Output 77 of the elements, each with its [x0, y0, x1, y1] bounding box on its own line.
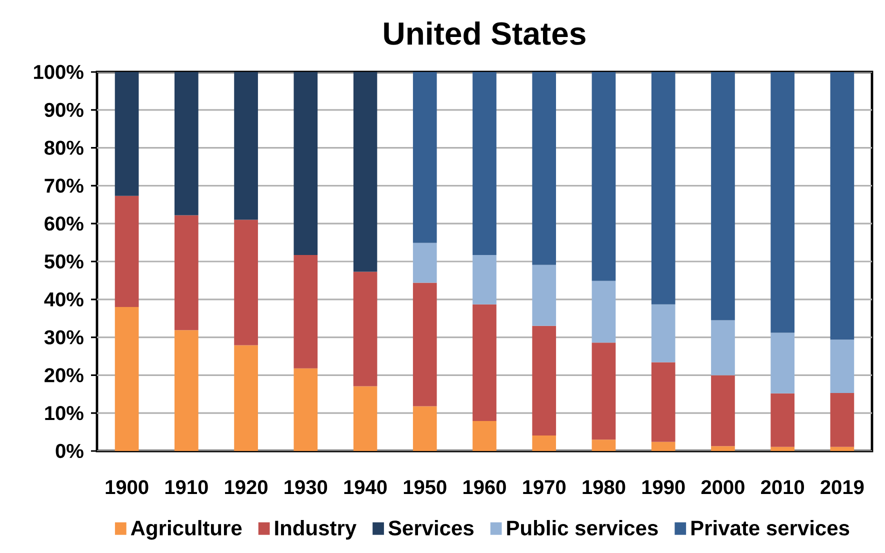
- y-tick-label: 80%: [44, 140, 84, 155]
- bar: [353, 386, 378, 451]
- bar: [711, 72, 735, 320]
- bar: [174, 215, 198, 330]
- y-tick-label: 70%: [44, 178, 84, 193]
- legend-label: Public services: [507, 520, 658, 536]
- bar: [353, 72, 378, 272]
- bar: [770, 446, 794, 451]
- bar: [830, 340, 854, 394]
- bar: [592, 280, 616, 343]
- bar: [353, 272, 378, 386]
- bar: [412, 282, 437, 406]
- y-tick-label: 60%: [44, 216, 84, 231]
- bar: [592, 440, 616, 451]
- y-tick-label: 90%: [44, 102, 84, 117]
- bar: [651, 72, 676, 304]
- x-tick-label: 2019: [820, 480, 864, 494]
- bar: [651, 304, 676, 362]
- bar: [651, 362, 676, 442]
- bar: [234, 345, 258, 451]
- legend-label: Private services: [691, 520, 850, 536]
- x-tick-label: 1960: [464, 480, 506, 494]
- bar: [234, 220, 258, 346]
- x-tick-label: 1990: [642, 480, 685, 494]
- bar: [830, 72, 854, 340]
- legend-label: Services: [388, 520, 474, 536]
- bar: [472, 255, 496, 304]
- legend-label: Industry: [275, 520, 356, 540]
- x-tick-label: 1910: [165, 480, 208, 494]
- bar: [174, 330, 198, 451]
- y-tick-label: 100%: [34, 64, 84, 80]
- y-tick-label: 30%: [44, 330, 84, 344]
- bar: [711, 320, 735, 376]
- chart-title: United States: [384, 21, 586, 45]
- y-tick-label: 40%: [44, 292, 84, 306]
- bar: [711, 446, 735, 451]
- bar: [472, 72, 496, 256]
- bar: [412, 406, 437, 451]
- y-tick-label: 50%: [44, 254, 84, 269]
- x-tick-label: 2010: [761, 480, 804, 494]
- bar: [294, 368, 318, 451]
- x-tick-label: 1940: [344, 480, 387, 494]
- x-tick-label: 1920: [225, 480, 268, 494]
- bar: [472, 304, 496, 422]
- bar: [234, 72, 258, 220]
- x-tick-label: 1900: [106, 480, 148, 494]
- y-tick-label: 0%: [56, 444, 84, 458]
- bar: [114, 306, 139, 451]
- bar: [472, 421, 496, 451]
- bar: [412, 242, 437, 283]
- bar: [294, 72, 318, 256]
- bar: [532, 264, 556, 326]
- y-tick-label: 10%: [45, 406, 84, 420]
- bar: [770, 72, 794, 333]
- bar: [830, 393, 854, 447]
- bar: [412, 72, 437, 243]
- x-tick-label: 1930: [284, 480, 328, 494]
- x-tick-label: 2000: [701, 480, 744, 494]
- bar: [830, 446, 854, 451]
- bar: [532, 435, 556, 451]
- bar: [770, 393, 794, 447]
- x-tick-label: 1950: [404, 480, 446, 494]
- bar: [114, 72, 139, 196]
- bar: [532, 326, 556, 436]
- x-tick-label: 1980: [582, 480, 626, 494]
- bar: [174, 72, 198, 216]
- bar: [592, 72, 616, 281]
- legend-label: Agriculture: [130, 520, 242, 540]
- bar: [592, 342, 616, 440]
- y-tick-label: 20%: [44, 368, 84, 382]
- bar: [532, 72, 556, 265]
- bar: [770, 332, 794, 394]
- bar: [651, 442, 676, 451]
- x-tick-label: 1970: [523, 480, 566, 494]
- bar: [294, 255, 318, 368]
- bar: [711, 375, 735, 446]
- bar: [114, 196, 139, 307]
